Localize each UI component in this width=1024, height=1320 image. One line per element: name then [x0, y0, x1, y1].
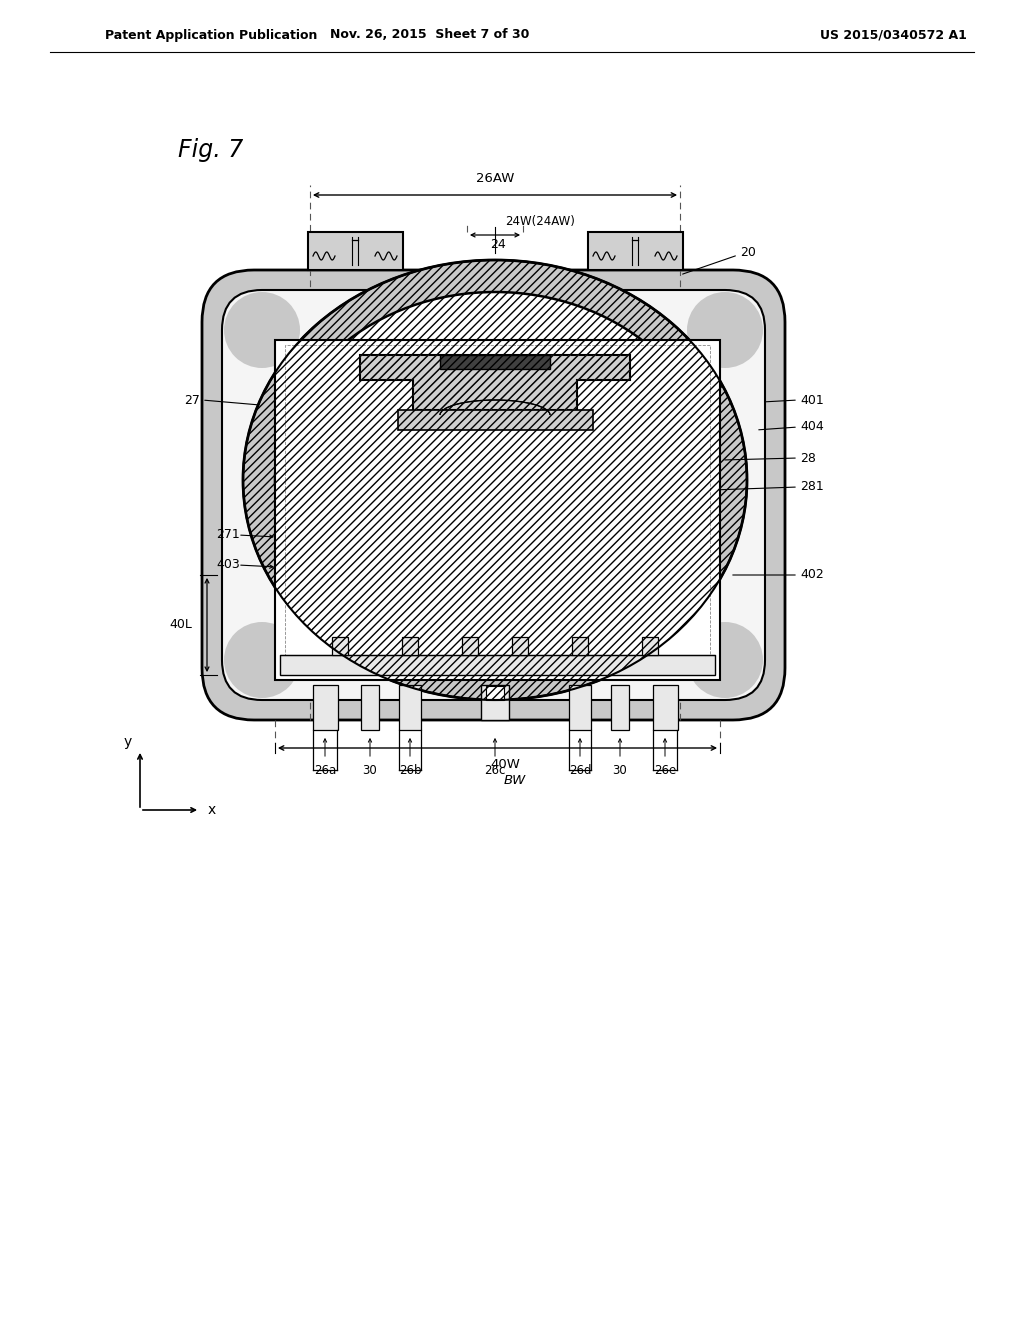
Ellipse shape — [243, 260, 746, 700]
Circle shape — [687, 292, 763, 368]
Text: 40W: 40W — [490, 758, 520, 771]
Text: 30: 30 — [612, 763, 628, 776]
Bar — [481, 685, 509, 719]
Bar — [280, 655, 715, 675]
Bar — [398, 411, 593, 430]
Text: 401: 401 — [800, 393, 823, 407]
Text: US 2015/0340572 A1: US 2015/0340572 A1 — [820, 29, 967, 41]
Text: Patent Application Publication: Patent Application Publication — [105, 29, 317, 41]
Text: 26d: 26d — [568, 763, 591, 776]
Text: 40L: 40L — [169, 619, 193, 631]
Text: 24W(24AW): 24W(24AW) — [505, 214, 574, 227]
Text: 281: 281 — [800, 480, 823, 494]
Text: 28: 28 — [800, 451, 816, 465]
Text: 271: 271 — [216, 528, 240, 541]
Bar — [611, 685, 629, 730]
Circle shape — [224, 292, 300, 368]
Bar — [588, 232, 683, 271]
Text: y: y — [124, 735, 132, 748]
Polygon shape — [360, 355, 630, 411]
Text: 404: 404 — [800, 421, 823, 433]
Text: 26c: 26c — [484, 763, 506, 776]
Text: 26b: 26b — [398, 763, 421, 776]
Text: 402: 402 — [800, 569, 823, 582]
Bar — [285, 345, 710, 675]
Bar — [486, 686, 504, 700]
Text: 26e: 26e — [654, 763, 676, 776]
Bar — [440, 355, 550, 370]
Ellipse shape — [275, 292, 715, 668]
Bar — [361, 685, 379, 730]
Text: 26a: 26a — [314, 763, 336, 776]
Text: 403: 403 — [216, 558, 240, 572]
Bar — [653, 685, 678, 730]
Bar — [308, 232, 403, 271]
Text: 30: 30 — [362, 763, 378, 776]
Bar — [569, 685, 591, 730]
Bar — [572, 638, 588, 655]
Bar — [399, 685, 421, 730]
Bar — [313, 685, 338, 730]
Bar — [332, 638, 348, 655]
Bar — [462, 638, 478, 655]
Circle shape — [687, 622, 763, 698]
Text: x: x — [208, 803, 216, 817]
Bar — [402, 638, 418, 655]
Text: Fig. 7: Fig. 7 — [178, 139, 244, 162]
Text: 26AW: 26AW — [476, 173, 514, 186]
Bar — [512, 638, 528, 655]
Text: 27: 27 — [184, 393, 200, 407]
Text: Nov. 26, 2015  Sheet 7 of 30: Nov. 26, 2015 Sheet 7 of 30 — [331, 29, 529, 41]
FancyBboxPatch shape — [202, 271, 785, 719]
Text: 24: 24 — [490, 239, 506, 252]
FancyBboxPatch shape — [222, 290, 765, 700]
Bar — [275, 341, 720, 680]
Circle shape — [224, 622, 300, 698]
Text: 20: 20 — [740, 246, 756, 259]
Bar — [642, 638, 658, 655]
Text: BW: BW — [504, 775, 526, 788]
